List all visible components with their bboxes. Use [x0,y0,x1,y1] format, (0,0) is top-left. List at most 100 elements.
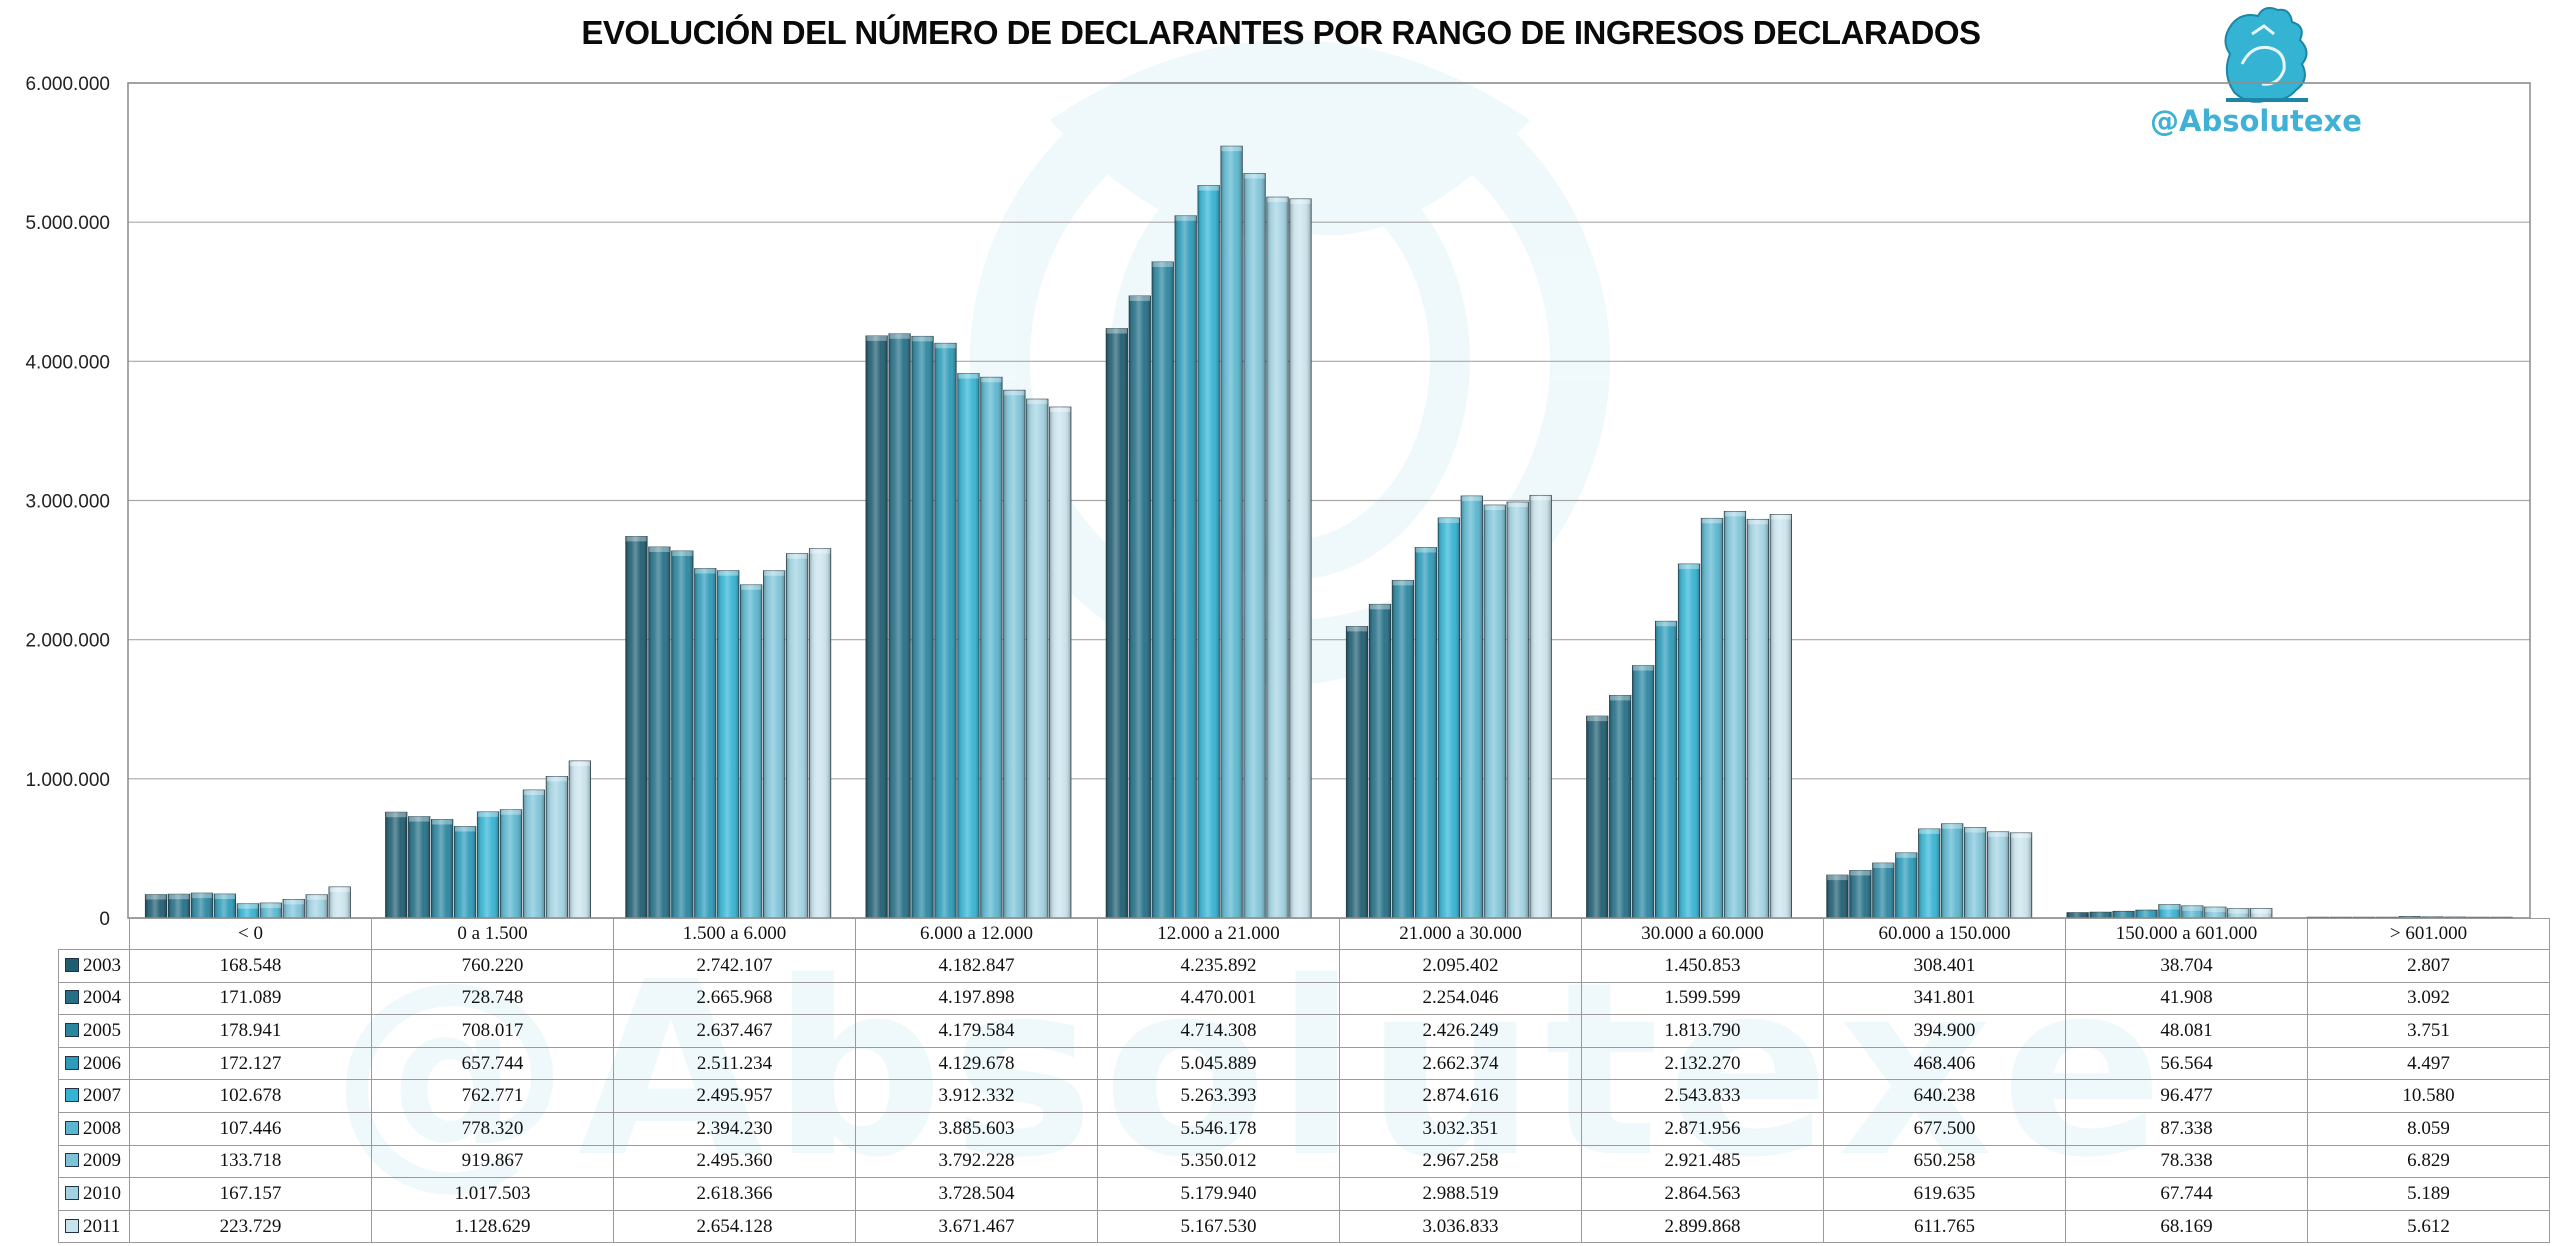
bar-cap [1701,518,1723,524]
bar-shading [1174,215,1197,918]
bar-cap [1175,215,1196,221]
bar [1723,511,1747,919]
data-label: 2.864.563 [1581,1177,1824,1211]
data-label: 611.765 [1823,1209,2066,1244]
legend-label: 2010 [83,1182,121,1204]
bar-cap [1392,580,1414,586]
data-label: 2.654.128 [613,1209,856,1244]
data-label: 78.338 [2065,1144,2308,1179]
data-label: 5.179.940 [1097,1177,1340,1211]
table-row: 2005 178.941 708.017 2.637.467 4.179.584 4.71… [58,1014,2550,1048]
data-label: 2.511.234 [613,1046,856,1081]
data-label: 10.580 [2307,1079,2550,1113]
bar-shading [1266,197,1289,919]
data-label: 619.635 [1823,1177,2066,1211]
bar-shading [1678,563,1700,918]
bar-shading [1964,827,1986,918]
data-label: 5.045.889 [1097,1046,1340,1081]
bar-shading [2204,907,2227,918]
bar-shading [145,894,167,918]
bar-cap [168,894,190,900]
y-tick-label: 1.000.000 [25,770,110,791]
bar-cap [672,550,693,556]
data-label: 650.258 [1823,1144,2066,1179]
data-label: 5.612 [2307,1209,2550,1244]
bar-cap [1896,852,1917,858]
bar-shading [1129,295,1151,918]
legend-label: 2004 [83,987,121,1009]
bar-shading [1152,261,1174,918]
bar-cap [1678,563,1700,569]
y-axis: 01.000.0002.000.0003.000.0004.000.0005.0… [25,74,110,930]
legend-label: 2005 [83,1019,121,1041]
data-label: 4.129.678 [855,1046,1098,1081]
bar-shading [1243,173,1266,918]
bar-shading [934,343,957,918]
bar [1105,328,1128,919]
bar-shading [408,816,430,918]
bar [2204,906,2227,919]
data-label: 2.988.519 [1339,1177,1582,1211]
bar-shading [1770,514,1792,918]
bar-shading [1106,328,1128,919]
bar-cap [866,335,887,341]
griffin-icon [2224,7,2308,103]
bar-shading [1872,863,1895,918]
bar [1700,517,1724,919]
bar-cap [329,886,350,892]
bar [190,892,214,919]
data-label: 3.092 [2307,981,2550,1016]
data-label: 5.167.530 [1097,1209,1340,1244]
bar [1654,620,1678,919]
data-label: 68.169 [2065,1209,2308,1244]
bar [1460,495,1483,919]
bar-shading [809,548,831,918]
bar-cap [237,903,259,909]
bar-shading [717,570,739,918]
bar-cap [1987,831,2009,837]
bar-shading [477,811,499,918]
bar-shading [1392,580,1414,918]
data-label: 41.908 [2065,981,2308,1016]
bar-shading [980,377,1003,919]
data-label: 5.350.012 [1097,1144,1340,1179]
data-label: 2.495.957 [613,1079,856,1113]
bar-shading [1003,390,1026,918]
bar-cap [454,826,476,832]
bar-shading [1529,495,1552,918]
bars [144,145,2513,919]
data-label: 308.401 [1823,949,2066,983]
data-label: 2.254.046 [1339,981,1582,1016]
data-label: 2.871.956 [1581,1111,1824,1146]
data-label: 48.081 [2065,1014,2308,1048]
bar-shading [625,536,648,918]
bar-cap [386,812,407,818]
data-label: 102.678 [129,1079,372,1113]
bar-cap [431,819,453,825]
data-label: 87.338 [2065,1111,2308,1146]
legend-swatch [65,990,79,1005]
bar-shading [2250,908,2272,918]
bar [453,826,477,919]
bar-cap [214,894,236,900]
bar [1243,173,1266,919]
table-row: 2007 102.678 762.771 2.495.957 3.912.332 5.26… [58,1079,2550,1113]
legend-entry: 2007 [58,1079,130,1113]
data-label: 3.912.332 [855,1079,1098,1113]
bar [1826,874,1849,919]
bar [499,809,523,919]
bar-cap [1198,185,1219,191]
bar-shading [1849,870,1872,918]
bar-cap [1346,626,1368,632]
bar-shading [2010,832,2032,918]
bar-shading [888,333,911,918]
bar-cap [546,776,568,782]
category-label: 150.000 a 601.000 [2065,918,2308,950]
data-label: 172.127 [129,1046,372,1081]
data-label: 468.406 [1823,1046,2066,1081]
bar-cap [2228,908,2249,914]
data-label: 96.477 [2065,1079,2308,1113]
data-label: 4.197.898 [855,981,1098,1016]
bar-shading [1941,823,1963,918]
